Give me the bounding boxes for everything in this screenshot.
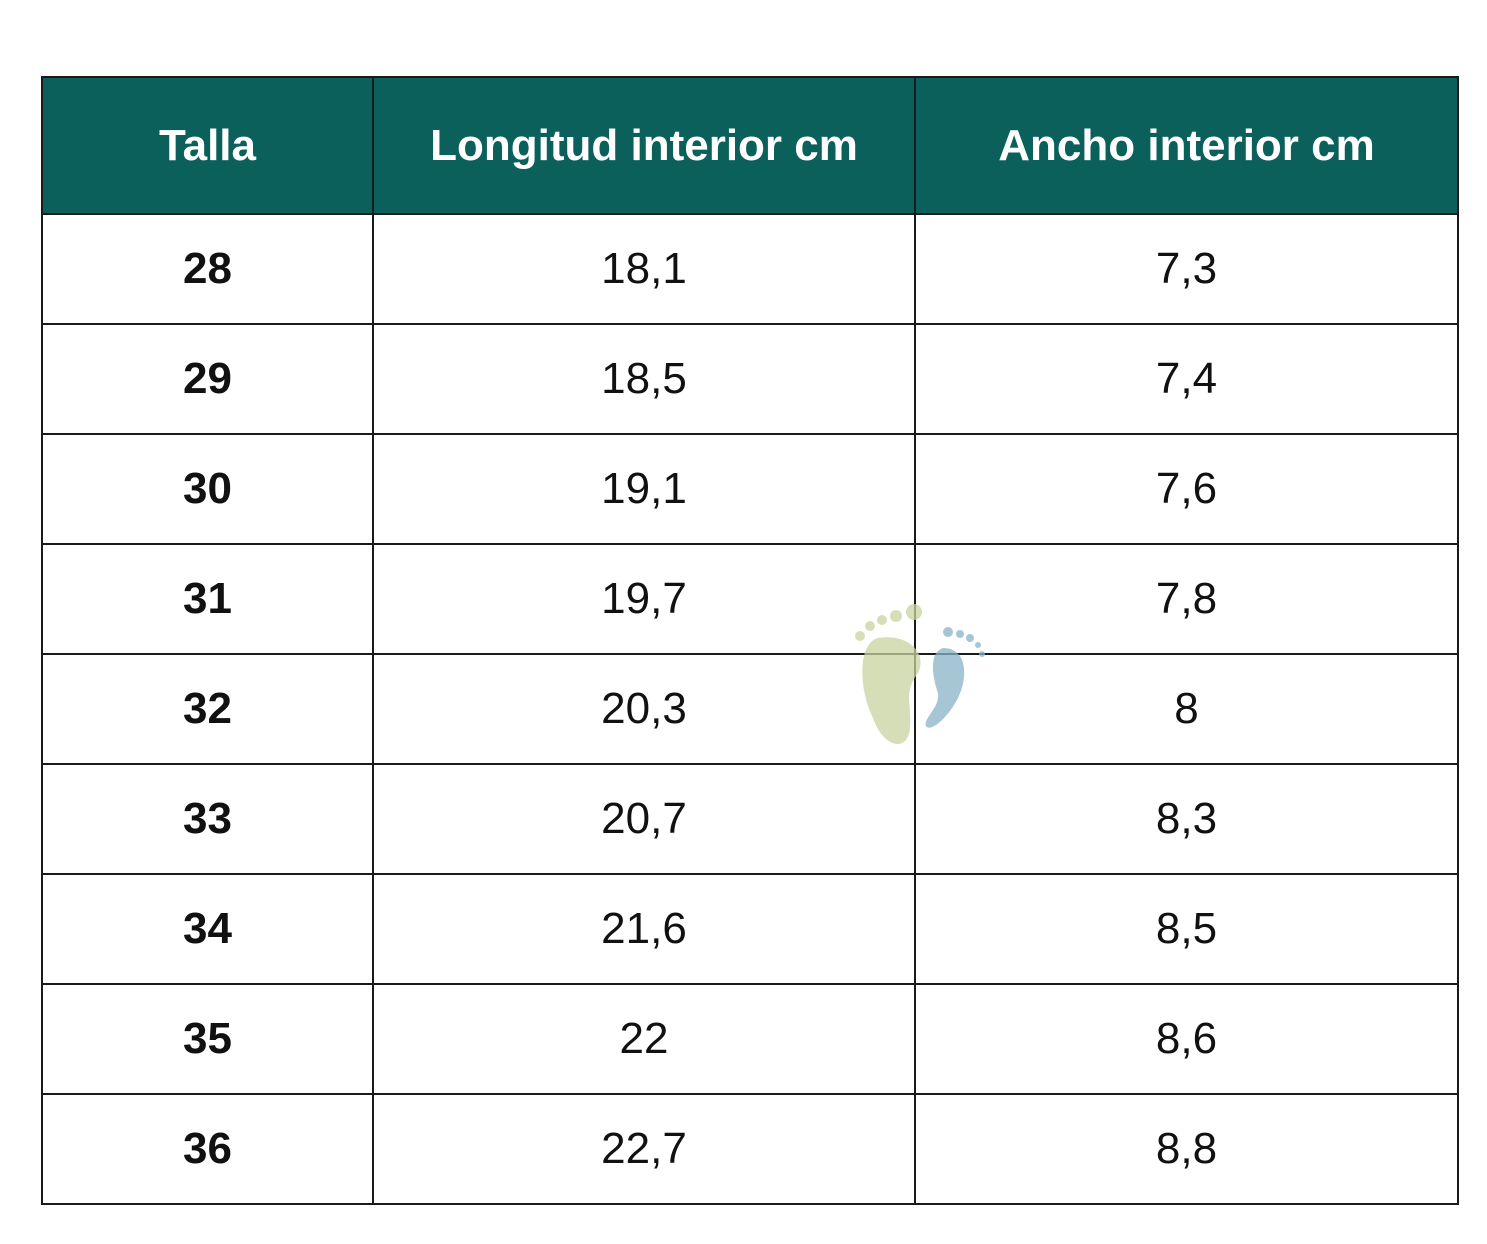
measure-cell: 20,3 [372,653,916,765]
header-cell: Longitud interior cm [372,76,916,215]
measure-cell: 7,8 [914,543,1459,655]
table-body: 28 18,1 7,3 29 18,5 7,4 30 19,1 7,6 31 19,7 7,8 32 20… [41,213,1459,1205]
size-table: Talla Longitud interior cm Ancho interior … [41,76,1459,1205]
measure-cell: 22,7 [372,1093,916,1205]
size-cell: 33 [41,763,374,875]
measure-cell: 7,3 [914,213,1459,325]
measure-cell: 8,8 [914,1093,1459,1205]
size-cell: 28 [41,213,374,325]
table-row: 35 22 8,6 [41,983,1459,1095]
table-row: 36 22,7 8,8 [41,1093,1459,1205]
header-cell: Ancho interior cm [914,76,1459,215]
size-cell: 36 [41,1093,374,1205]
measure-cell: 7,6 [914,433,1459,545]
table-row: 32 20,3 8 [41,653,1459,765]
table-row: 30 19,1 7,6 [41,433,1459,545]
size-cell: 32 [41,653,374,765]
table-row: 29 18,5 7,4 [41,323,1459,435]
measure-cell: 8,6 [914,983,1459,1095]
table-row: 31 19,7 7,8 [41,543,1459,655]
size-cell: 35 [41,983,374,1095]
table-row: 28 18,1 7,3 [41,213,1459,325]
table-row: 34 21,6 8,5 [41,873,1459,985]
measure-cell: 8,3 [914,763,1459,875]
measure-cell: 18,1 [372,213,916,325]
measure-cell: 8,5 [914,873,1459,985]
header-cell: Talla [41,76,374,215]
size-cell: 31 [41,543,374,655]
measure-cell: 19,1 [372,433,916,545]
measure-cell: 21,6 [372,873,916,985]
measure-cell: 19,7 [372,543,916,655]
table-row: 33 20,7 8,3 [41,763,1459,875]
measure-cell: 20,7 [372,763,916,875]
measure-cell: 7,4 [914,323,1459,435]
size-cell: 29 [41,323,374,435]
measure-cell: 8 [914,653,1459,765]
size-cell: 30 [41,433,374,545]
measure-cell: 18,5 [372,323,916,435]
header-row: Talla Longitud interior cm Ancho interior … [41,76,1459,215]
measure-cell: 22 [372,983,916,1095]
size-cell: 34 [41,873,374,985]
watermark-logo [855,604,985,745]
